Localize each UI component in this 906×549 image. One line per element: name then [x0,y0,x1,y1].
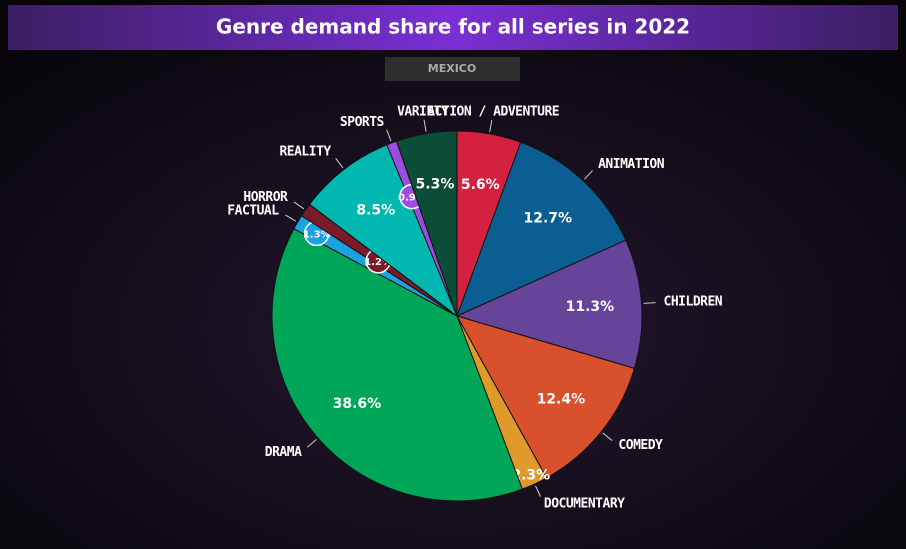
subtitle: MEXICO [428,62,476,75]
chart-title: Genre demand share for all series in 202… [216,15,690,39]
subtitle-box [385,57,520,81]
category-label: DRAMA [265,445,302,460]
leader-line [293,201,305,210]
title-bar [8,5,898,50]
slice [308,144,459,318]
leader-line [584,170,594,180]
category-label: COMEDY [618,438,663,453]
leader-line [386,129,392,142]
value-label: 8.5% [356,202,395,218]
slice [455,315,636,479]
value-label: 1.2% [364,257,392,268]
leader-line [489,119,493,132]
value-label: 12.4% [537,391,586,407]
leader-line [307,438,317,448]
value-label: 0.9% [398,193,426,204]
value-label: 5.6% [461,177,500,193]
leader-line [423,119,427,132]
category-label: FACTUAL [227,204,279,219]
value-label: 2.3% [511,468,550,484]
value-label: 11.3% [566,299,615,315]
slice [456,141,627,317]
value-label: 12.7% [524,211,573,227]
category-label: DOCUMENTARY [544,496,625,511]
category-label: ACTION / ADVENTURE [427,105,559,120]
value-label: 1.3% [303,229,331,240]
category-label: SPORTS [340,115,385,130]
category-label: CHILDREN [664,295,723,310]
category-label: ANIMATION [598,157,665,172]
leader-line [285,214,297,222]
slice [455,239,643,370]
slice [395,130,458,317]
slice [271,228,523,502]
leader-line [335,157,344,169]
leader-line [535,485,541,497]
leader-line [643,302,656,304]
category-label: VARIETY [397,104,449,119]
category-label: HORROR [243,190,288,205]
category-label: REALITY [279,144,331,159]
value-label: 38.6% [333,396,382,412]
leader-line [602,432,613,441]
value-label: 5.3% [416,177,455,193]
